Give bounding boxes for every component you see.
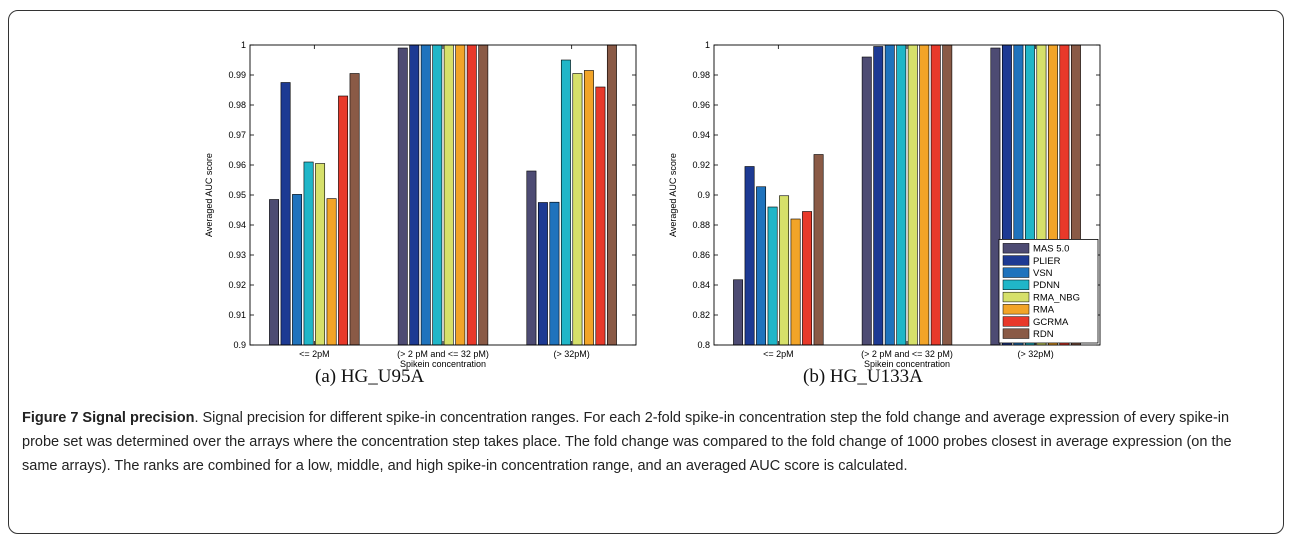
subcaption-b: (b) HG_U133A [803,366,923,387]
y-tick-label: 0.96 [228,160,246,170]
y-tick-label: 0.9 [233,340,246,350]
y-tick-label: 0.9 [697,190,710,200]
bar-rdn-0 [349,73,360,346]
bar-plier-0 [744,166,755,346]
bar-rdn-1 [942,44,953,346]
y-tick-label: 0.8 [697,340,710,350]
legend-swatch [1002,243,1030,254]
bar-pdnn-1 [896,44,907,346]
bar-gcrma-0 [338,95,349,346]
legend-swatch [1002,291,1030,303]
bar-rdn-2 [606,44,617,346]
bar-vsn-2 [549,201,560,346]
chart-a: <= 2pM (> 2 pM and <= 32 pM) (> 32pM) 0.9 0.… [204,40,637,369]
bar-gcrma-0 [802,211,813,346]
x-axis-label: Spikein concentration [400,359,486,369]
bar-vsn-0 [756,186,767,346]
y-tick-label: 0.91 [228,310,246,320]
x-tick-label: (> 2 pM and <= 32 pM) [861,349,953,359]
bar-mas-5-0-1 [861,56,872,346]
bar-plier-2 [537,202,548,346]
bar-vsn-1 [420,44,431,346]
legend-swatch [1002,316,1030,327]
bar-rma-1 [455,44,466,346]
y-tick-label: 0.98 [692,70,710,80]
legend-label: RMA [1033,305,1055,316]
bar-plier-1 [873,46,884,346]
bar-rdn-1 [478,44,489,346]
legend-swatch [1002,328,1030,339]
y-tick-label: 0.92 [692,160,710,170]
bar-rma-nbg-1 [907,44,918,346]
y-tick-label: 0.94 [692,130,710,140]
x-tick-label: <= 2pM [763,349,794,359]
legend-swatch [1002,304,1030,315]
legend-label: PDNN [1033,280,1060,291]
y-tick-label: 0.92 [228,280,246,290]
y-tick-label: 0.99 [228,70,246,80]
x-tick-label: (> 2 pM and <= 32 pM) [397,349,489,359]
chart-b: <= 2pM (> 2 pM and <= 32 pM) (> 32pM) 0.8 0.… [668,40,1101,369]
legend-label: GCRMA [1033,317,1069,328]
y-tick-label: 0.84 [692,280,710,290]
bar-pdnn-1 [432,44,443,346]
bar-rma-1 [919,44,930,346]
legend-label: RMA_NBG [1033,292,1080,303]
caption-text: . Signal precision for different spike-i… [22,410,1232,474]
y-tick-label: 0.93 [228,250,246,260]
bar-mas-5-0-0 [269,199,280,346]
bar-rma-nbg-0 [779,195,790,346]
x-tick-label: (> 32pM) [554,349,590,359]
bar-mas-5-0-2 [526,170,537,346]
y-axis-label: Averaged AUC score [668,153,678,237]
legend-label: VSN [1033,268,1053,279]
bar-rma-2 [583,70,594,346]
figure-caption: Figure 7 Signal precision. Signal precis… [22,406,1270,478]
y-tick-label: 0.98 [228,100,246,110]
subcaption-a: (a) HG_U95A [315,366,425,387]
y-tick-label: 0.97 [228,130,246,140]
bar-rma-0 [790,218,801,346]
bar-mas-5-0-0 [733,279,744,346]
bar-mas-5-0-1 [397,47,408,346]
bar-vsn-0 [292,194,303,346]
y-tick-label: 0.82 [692,310,710,320]
bar-rdn-0 [813,154,824,346]
x-tick-label: (> 32pM) [1018,349,1054,359]
bar-pdnn-2 [560,59,571,346]
bar-pdnn-0 [303,161,314,346]
y-tick-label: 0.94 [228,220,246,230]
y-tick-label: 0.96 [692,100,710,110]
legend-label: PLIER [1033,256,1061,267]
y-tick-label: 0.86 [692,250,710,260]
legend-swatch [1002,255,1030,266]
bar-gcrma-2 [595,86,606,346]
y-tick-label: 0.88 [692,220,710,230]
bar-gcrma-1 [466,44,477,346]
bar-vsn-1 [884,44,895,346]
bar-plier-0 [280,82,291,346]
y-tick-label: 0.95 [228,190,246,200]
y-axis-label: Averaged AUC score [204,153,214,237]
legend-swatch [1002,279,1030,290]
bar-rma-nbg-2 [572,73,583,346]
legend-label: RDN [1033,329,1054,340]
x-tick-label: <= 2pM [299,349,330,359]
legend-swatch [1002,267,1030,278]
bar-rma-nbg-1 [443,44,454,346]
bar-rma-nbg-0 [315,163,326,346]
y-tick-label: 1 [241,40,246,50]
bar-rma-0 [326,198,337,346]
bar-gcrma-1 [930,44,941,346]
x-axis-label: Spikein concentration [864,359,950,369]
caption-label: Figure 7 Signal precision [22,410,195,426]
legend-label: MAS 5.0 [1033,244,1069,255]
bar-pdnn-0 [767,206,778,346]
y-tick-label: 1 [705,40,710,50]
bar-plier-1 [409,44,420,346]
figure-frame [8,10,1284,534]
